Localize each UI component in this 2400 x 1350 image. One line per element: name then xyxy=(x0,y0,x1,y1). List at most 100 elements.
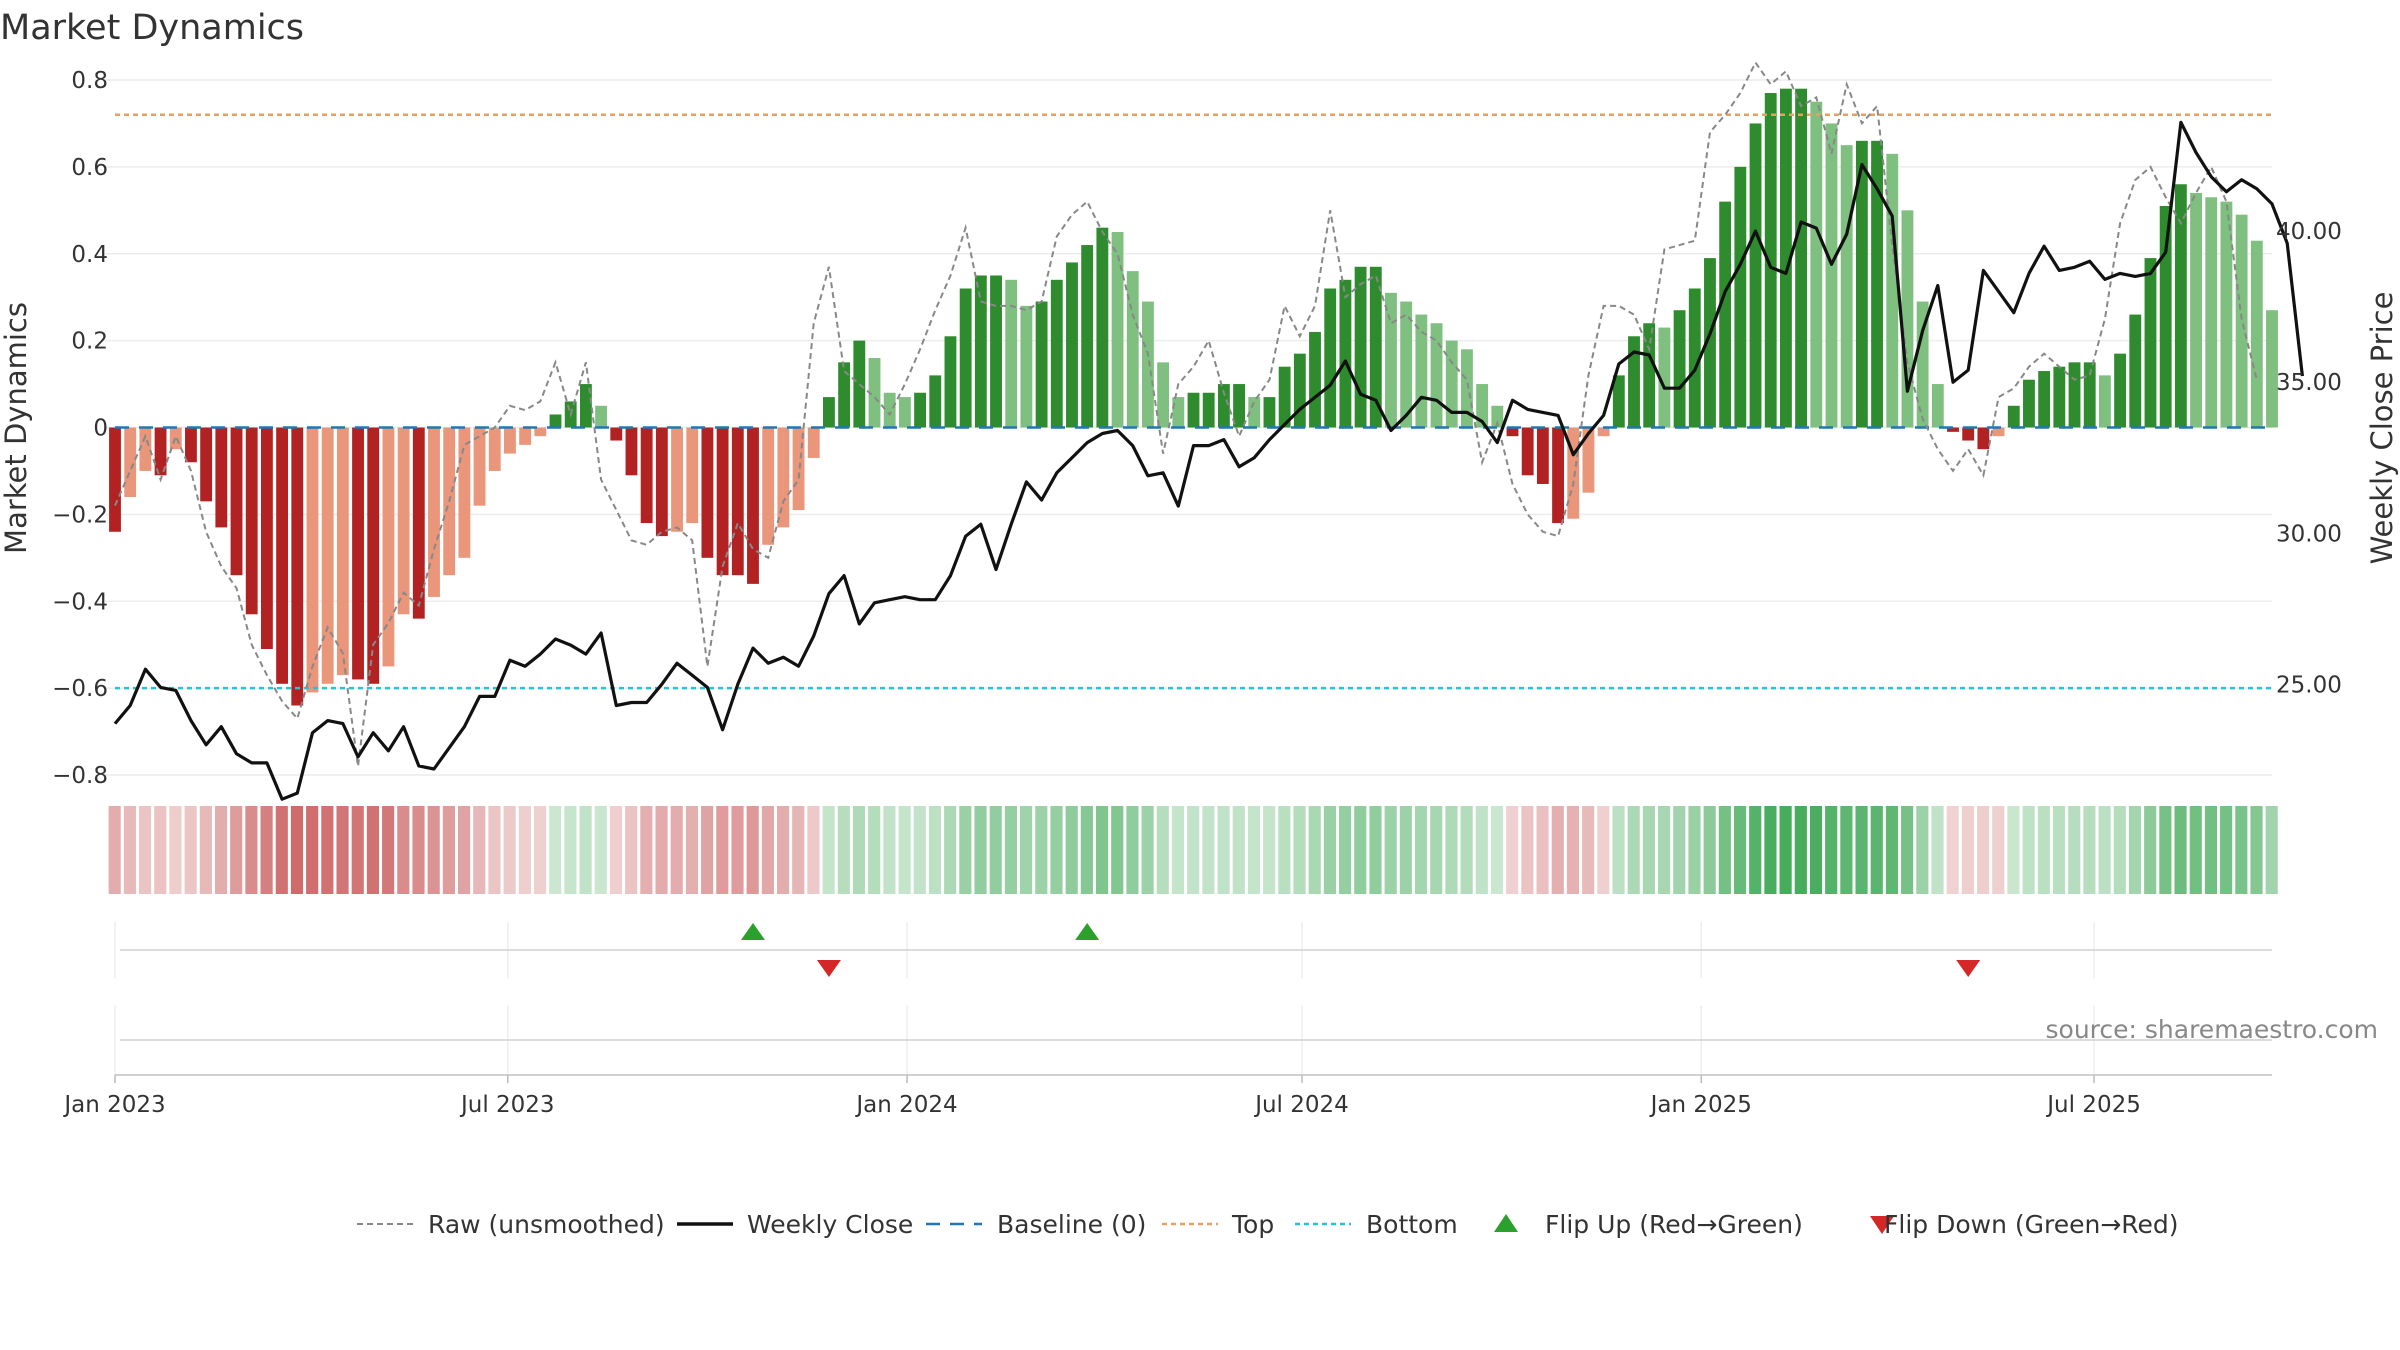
regime-cell xyxy=(2189,806,2202,894)
legend: Raw (unsmoothed) Weekly Close Baseline (0)… xyxy=(357,1210,2179,1239)
momentum-bar xyxy=(1050,279,1063,428)
regime-cell xyxy=(2068,806,2081,894)
momentum-bar xyxy=(473,427,486,506)
regime-cell xyxy=(1642,806,1655,894)
momentum-bar xyxy=(397,427,410,615)
regime-cell xyxy=(944,806,957,894)
flip-down-marker xyxy=(816,960,841,977)
momentum-bar xyxy=(640,427,653,524)
right-tick-label: 40.00 xyxy=(2276,219,2342,245)
legend-swatch xyxy=(1494,1214,1518,1232)
momentum-bar xyxy=(2038,371,2051,428)
regime-cell xyxy=(108,806,121,894)
regime-cell xyxy=(1278,806,1291,894)
regime-cell xyxy=(1323,806,1336,894)
regime-cell xyxy=(1658,806,1671,894)
regime-cell xyxy=(2220,806,2233,894)
momentum-bars xyxy=(109,88,2278,706)
momentum-bar xyxy=(2053,366,2066,428)
regime-cell xyxy=(1961,806,1974,894)
momentum-bar xyxy=(124,427,137,497)
legend-item: Raw (unsmoothed) xyxy=(357,1210,665,1239)
regime-cell xyxy=(1688,806,1701,894)
momentum-bar xyxy=(1871,140,1883,428)
regime-cell xyxy=(974,806,987,894)
regime-cell xyxy=(1308,806,1321,894)
momentum-bar xyxy=(109,427,121,532)
regime-cell xyxy=(1095,806,1109,894)
regime-cell xyxy=(1885,806,1899,894)
regime-cell xyxy=(2007,806,2020,894)
momentum-bar xyxy=(1764,93,1777,428)
regime-cell xyxy=(1946,806,1959,894)
regime-cell xyxy=(1992,806,2005,894)
momentum-bar xyxy=(412,427,425,619)
regime-cell xyxy=(655,806,668,894)
momentum-bar xyxy=(1688,288,1701,428)
legend-label: Flip Up (Red→Green) xyxy=(1545,1210,1803,1239)
momentum-bar xyxy=(1886,153,1899,428)
regime-cell xyxy=(1551,806,1564,894)
momentum-bar xyxy=(245,427,258,615)
regime-cell xyxy=(2204,806,2218,894)
regime-cell xyxy=(1521,806,1534,894)
regime-cell xyxy=(731,806,744,894)
momentum-bar xyxy=(458,427,471,558)
regime-cell xyxy=(822,806,835,894)
chart-title: Market Dynamics xyxy=(0,8,305,48)
momentum-bar xyxy=(382,427,395,667)
regime-cell xyxy=(473,806,486,894)
series-lines xyxy=(113,60,2304,801)
momentum-bar xyxy=(579,384,592,428)
flip-up-marker xyxy=(1075,923,1100,940)
legend-label: Flip Down (Green→Red) xyxy=(1884,1210,2179,1239)
regime-strip xyxy=(108,806,2278,894)
regime-cell xyxy=(442,806,455,894)
regime-cell xyxy=(503,806,516,894)
regime-cell xyxy=(792,806,805,894)
momentum-bar xyxy=(1172,397,1185,428)
momentum-bar xyxy=(2068,362,2081,428)
momentum-bar xyxy=(2190,192,2202,428)
momentum-bar xyxy=(838,362,851,428)
momentum-bar xyxy=(1506,427,1519,437)
momentum-bar xyxy=(1521,427,1534,476)
left-tick-label: 0.4 xyxy=(71,242,108,268)
momentum-bar xyxy=(291,427,304,706)
momentum-bar xyxy=(230,427,243,576)
momentum-bar xyxy=(1795,88,1808,428)
momentum-bar xyxy=(1536,427,1549,484)
regime-cell xyxy=(412,806,425,894)
regime-cell xyxy=(1247,806,1261,894)
regime-cell xyxy=(1445,806,1458,894)
regime-cell xyxy=(1779,806,1792,894)
regime-cell xyxy=(837,806,850,894)
regime-cell xyxy=(1840,806,1853,894)
momentum-bar xyxy=(2144,258,2157,428)
regime-cell xyxy=(2250,806,2263,894)
regime-cell xyxy=(1566,806,1580,894)
regime-cell xyxy=(549,806,562,894)
momentum-bar xyxy=(2129,314,2142,428)
momentum-bar xyxy=(336,427,349,676)
regime-cell xyxy=(2174,806,2187,894)
momentum-bar xyxy=(731,427,744,576)
momentum-bar xyxy=(1020,305,1033,428)
regime-cell xyxy=(1733,806,1747,894)
regime-cell xyxy=(290,806,304,894)
momentum-bar xyxy=(1476,384,1489,428)
legend-label: Raw (unsmoothed) xyxy=(428,1210,665,1239)
regime-cell xyxy=(214,806,228,894)
momentum-bar xyxy=(671,427,683,532)
momentum-bar xyxy=(352,427,364,680)
regime-cell xyxy=(1855,806,1868,894)
regime-cell xyxy=(366,806,380,894)
regime-cell xyxy=(913,806,926,894)
left-tick-label: −0.6 xyxy=(52,676,108,702)
regime-cell xyxy=(533,806,547,894)
regime-cell xyxy=(625,806,638,894)
x-tick-label: Jan 2023 xyxy=(62,1092,165,1118)
x-tick-label: Jan 2025 xyxy=(1649,1092,1752,1118)
momentum-bar xyxy=(1217,384,1230,428)
momentum-bar xyxy=(1749,123,1762,428)
